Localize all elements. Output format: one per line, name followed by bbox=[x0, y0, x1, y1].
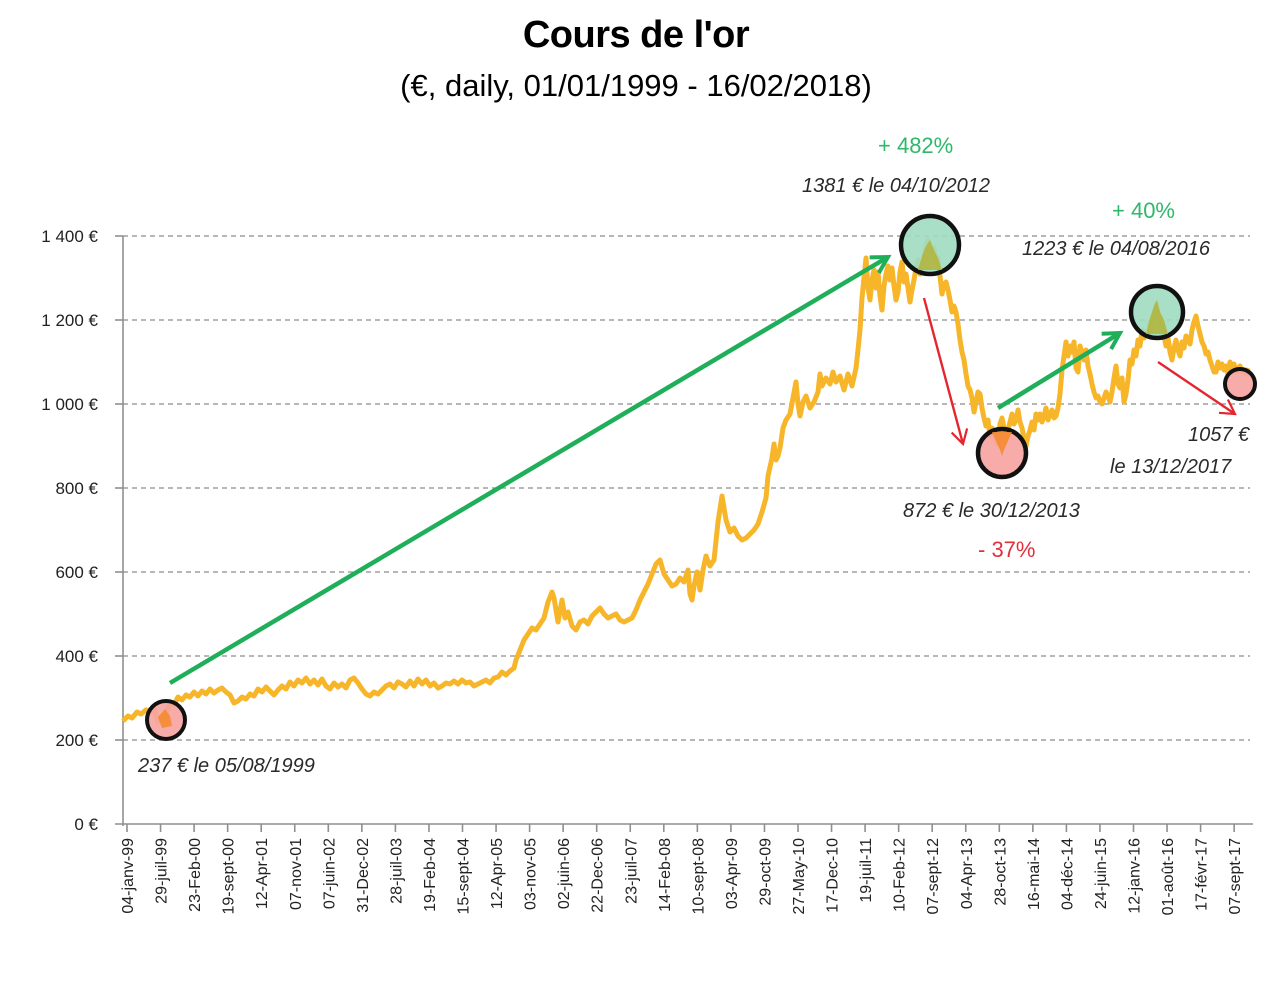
x-tick-label: 14-Feb-08 bbox=[657, 838, 674, 912]
x-tick-label: 04-déc-14 bbox=[1059, 838, 1076, 910]
y-tick-label: 1 000 € bbox=[41, 395, 98, 414]
x-tick-label: 19-Feb-04 bbox=[422, 838, 439, 912]
x-tick-label: 22-Dec-06 bbox=[590, 838, 607, 913]
y-tick-label: 0 € bbox=[74, 815, 98, 834]
x-tick-label: 07-juin-02 bbox=[321, 838, 338, 909]
x-tick-label: 23-juil-07 bbox=[623, 838, 640, 904]
marker-low-2013 bbox=[975, 426, 1029, 480]
marker-low-1999 bbox=[145, 699, 187, 741]
pct-gain-2013-2016: + 40% bbox=[1112, 198, 1175, 223]
annotation-high-2012: 1381 € le 04/10/2012 bbox=[802, 175, 990, 197]
chart-subtitle: (€, daily, 01/01/1999 - 16/02/2018) bbox=[400, 68, 872, 103]
y-tick-label: 800 € bbox=[55, 479, 98, 498]
down-arrow-2016-2017 bbox=[1157, 361, 1237, 416]
pct-gain-1999-2012: + 482% bbox=[878, 133, 954, 158]
x-tick-label: 02-juin-06 bbox=[556, 838, 573, 909]
x-axis-labels: 04-janv-99 29-juil-99 23-Feb-00 19-sept-00 1… bbox=[120, 838, 1244, 915]
annotation-low-2013: 872 € le 30/12/2013 bbox=[903, 500, 1080, 522]
x-tick-label: 12-janv-16 bbox=[1127, 838, 1144, 914]
down-arrow-2012-2013 bbox=[922, 297, 969, 447]
y-tick-label: 1 200 € bbox=[41, 311, 98, 330]
marker-high-2012 bbox=[898, 213, 962, 277]
x-tick-label: 31-Dec-02 bbox=[355, 838, 372, 913]
x-tick-label: 17-févr-17 bbox=[1194, 838, 1211, 911]
x-tick-label: 15-sept-04 bbox=[456, 838, 473, 915]
axes bbox=[115, 235, 1253, 826]
marker-high-2016 bbox=[1128, 283, 1186, 341]
x-tick-label: 03-Apr-09 bbox=[724, 838, 741, 909]
y-tick-label: 200 € bbox=[55, 731, 98, 750]
annotation-last-value: 1057 € bbox=[1188, 424, 1250, 446]
x-tick-label: 07-nov-01 bbox=[288, 838, 305, 910]
x-tick-label: 29-juil-99 bbox=[154, 838, 171, 904]
x-tick-label: 12-Apr-05 bbox=[489, 838, 506, 909]
x-tick-label: 24-juin-15 bbox=[1093, 838, 1110, 909]
annotation-low-1999: 237 € le 05/08/1999 bbox=[138, 755, 315, 777]
x-tick-label: 23-Feb-00 bbox=[187, 838, 204, 912]
y-axis-labels: 0 € 200 € 400 € 600 € 800 € 1 000 € 1 20… bbox=[41, 227, 98, 834]
x-tick-label: 16-mai-14 bbox=[1026, 838, 1043, 910]
x-tick-label: 29-oct-09 bbox=[757, 838, 774, 906]
up-arrow-1999-2012 bbox=[168, 257, 888, 685]
y-tick-label: 1 400 € bbox=[41, 227, 98, 246]
up-arrow-2013-2016 bbox=[996, 333, 1120, 410]
x-tick-label: 19-sept-00 bbox=[221, 838, 238, 915]
x-tick-label: 10-Feb-12 bbox=[892, 838, 909, 912]
x-tick-label: 19-juil-11 bbox=[858, 838, 875, 903]
chart-title: Cours de l'or bbox=[522, 14, 750, 56]
x-tick-label: 01-août-16 bbox=[1160, 838, 1177, 915]
y-tick-label: 600 € bbox=[55, 563, 98, 582]
y-tick-label: 400 € bbox=[55, 647, 98, 666]
pct-loss-2012-2013: - 37% bbox=[978, 537, 1036, 562]
x-tick-label: 10-sept-08 bbox=[690, 838, 707, 915]
x-tick-label: 07-sept-12 bbox=[925, 838, 942, 915]
x-tick-label: 03-nov-05 bbox=[523, 838, 540, 910]
x-tick-label: 27-May-10 bbox=[791, 838, 808, 915]
x-tick-label: 28-oct-13 bbox=[992, 838, 1009, 906]
x-tick-label: 04-Apr-13 bbox=[959, 838, 976, 909]
x-tick-label: 28-juil-03 bbox=[388, 838, 405, 904]
annotation-last-date: le 13/12/2017 bbox=[1110, 456, 1232, 478]
x-tick-label: 17-Dec-10 bbox=[825, 838, 842, 913]
annotation-high-2016: 1223 € le 04/08/2016 bbox=[1022, 238, 1210, 260]
gold-price-line bbox=[121, 237, 1251, 725]
x-tick-label: 12-Apr-01 bbox=[254, 838, 271, 909]
marker-last-2017 bbox=[1223, 367, 1257, 401]
x-tick-label: 04-janv-99 bbox=[120, 838, 137, 914]
x-axis-ticks bbox=[126, 824, 1235, 832]
x-tick-label: 07-sept-17 bbox=[1227, 838, 1244, 915]
gridlines bbox=[123, 235, 1250, 741]
